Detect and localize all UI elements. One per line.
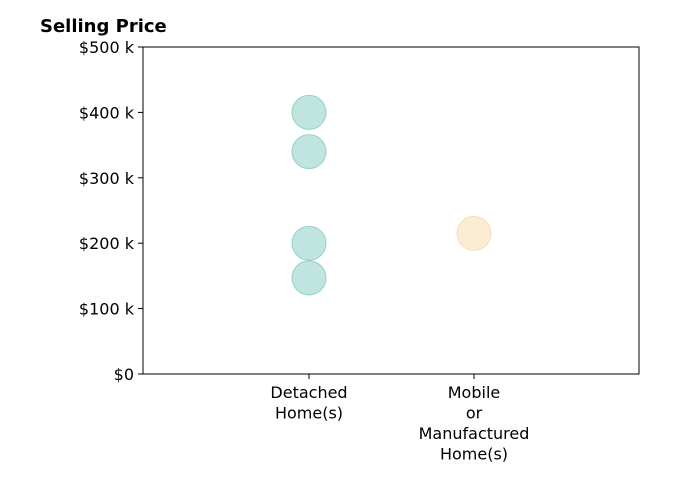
data-points <box>291 94 492 296</box>
x-tick-label: Mobile or Manufactured Home(s) <box>419 383 530 464</box>
x-axis: Detached Home(s) Mobile or Manufactured Home(… <box>270 374 529 464</box>
data-point[interactable] <box>291 260 327 296</box>
y-tick-label: $200 k <box>79 234 135 253</box>
y-tick-label: $400 k <box>79 103 135 122</box>
x-tick-label-line: Home(s) <box>440 445 508 464</box>
data-point[interactable] <box>291 134 327 170</box>
x-tick-label-line: Mobile <box>448 383 500 402</box>
x-tick-label-line: Manufactured <box>419 424 530 443</box>
y-tick-label: $500 k <box>79 38 135 57</box>
y-tick-label: $0 <box>114 365 134 384</box>
data-point[interactable] <box>456 215 492 251</box>
data-point[interactable] <box>291 225 327 261</box>
data-point[interactable] <box>291 94 327 130</box>
x-tick-label-line: or <box>466 404 483 423</box>
y-tick-label: $300 k <box>79 169 135 188</box>
x-tick-label: Detached Home(s) <box>270 383 347 423</box>
y-axis: $0 $100 k $200 k $300 k $400 k $500 k <box>79 38 143 384</box>
y-tick-label: $100 k <box>79 300 135 319</box>
x-tick-label-line: Detached <box>270 383 347 402</box>
plot-frame <box>142 46 640 375</box>
chart-title: Selling Price <box>40 16 167 37</box>
x-tick-label-line: Home(s) <box>275 404 343 423</box>
